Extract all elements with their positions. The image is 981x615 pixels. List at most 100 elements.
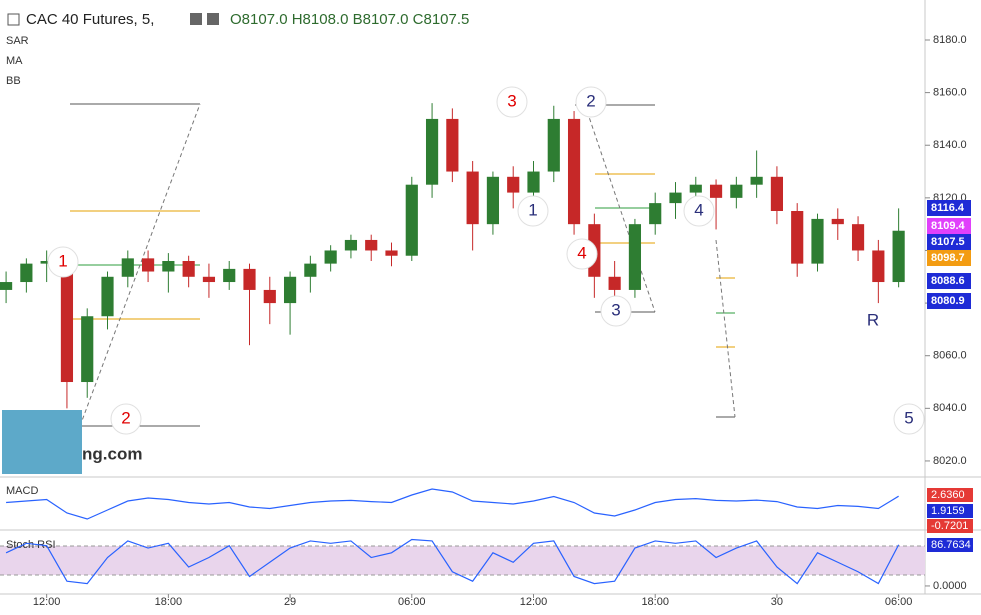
candle-body bbox=[527, 171, 540, 193]
candle-body bbox=[831, 218, 844, 225]
annotations bbox=[70, 103, 736, 427]
price-tag bbox=[927, 250, 971, 266]
wave-label: 3 bbox=[611, 300, 620, 319]
wave-label: 2 bbox=[121, 408, 130, 427]
candle-body bbox=[730, 184, 743, 198]
panel-label: MACD bbox=[6, 485, 38, 497]
candle-body bbox=[81, 316, 94, 383]
value-tag bbox=[927, 488, 973, 502]
value-tag-label: 86.7634 bbox=[931, 539, 971, 551]
candle-body bbox=[811, 218, 824, 264]
y-tick-label: 8140.0 bbox=[933, 139, 967, 151]
wave-label: 4 bbox=[577, 243, 586, 262]
y-tick-label: 8160.0 bbox=[933, 87, 967, 99]
wave-label: R bbox=[867, 310, 879, 329]
candle-body bbox=[466, 171, 479, 225]
candle-body bbox=[770, 176, 784, 212]
candle-body bbox=[608, 276, 621, 290]
value-tag-label: -0.7201 bbox=[931, 520, 968, 532]
stoch-band bbox=[0, 546, 925, 575]
candle-body bbox=[385, 250, 398, 256]
wave-circle bbox=[496, 86, 528, 118]
wave-label: 3 bbox=[507, 91, 516, 110]
y-tick-label: 0.0000 bbox=[933, 580, 967, 592]
price-tag bbox=[927, 218, 971, 234]
candle-body bbox=[750, 176, 763, 185]
price-tag-label: 8107.5 bbox=[931, 236, 965, 248]
candle-body bbox=[649, 203, 662, 225]
candle-body bbox=[344, 239, 358, 251]
candle-body bbox=[425, 118, 439, 185]
price-tag-label: 8088.6 bbox=[931, 275, 965, 287]
value-tag bbox=[927, 504, 973, 518]
price-tag-label: 8098.7 bbox=[931, 252, 965, 264]
x-tick-label: 06:00 bbox=[398, 596, 426, 608]
x-tick-label: 30 bbox=[771, 596, 783, 608]
x-tick-label: 12:00 bbox=[33, 596, 61, 608]
price-tag bbox=[927, 273, 971, 289]
wave-label: 1 bbox=[528, 200, 537, 219]
wave-label: 4 bbox=[694, 200, 703, 219]
wave-circle bbox=[566, 238, 598, 270]
collapse-icon[interactable] bbox=[7, 13, 20, 26]
candle-body bbox=[892, 230, 905, 283]
value-tag bbox=[927, 519, 973, 533]
candle-body bbox=[507, 176, 520, 193]
candle-body bbox=[791, 211, 804, 264]
x-tick-label: 12:00 bbox=[520, 596, 548, 608]
x-tick-label: 18:00 bbox=[155, 596, 183, 608]
candle-body bbox=[324, 250, 337, 264]
candle-body bbox=[628, 224, 642, 290]
candle-body bbox=[182, 260, 195, 277]
candle-body bbox=[304, 263, 317, 277]
value-tag bbox=[927, 538, 973, 552]
indicator-line bbox=[6, 488, 899, 520]
settings-icon[interactable] bbox=[190, 13, 202, 25]
ohlc: O8107.0 H8108.0 B8107.0 C8107.5 bbox=[230, 11, 469, 28]
candle-body bbox=[141, 258, 155, 272]
candle-body bbox=[446, 118, 459, 172]
candle-body bbox=[101, 276, 114, 317]
wave-circle bbox=[893, 403, 925, 435]
candle-body bbox=[162, 260, 175, 272]
x-tick-label: 06:00 bbox=[885, 596, 913, 608]
wave-circle bbox=[600, 295, 632, 327]
panel-label: Stoch RSI bbox=[6, 539, 56, 551]
wave-circle bbox=[110, 403, 142, 435]
candle-body bbox=[669, 192, 682, 204]
candle-body bbox=[202, 276, 216, 283]
candle-body bbox=[263, 289, 276, 304]
wave-circle bbox=[47, 246, 79, 278]
wave-label: 1 bbox=[58, 251, 67, 270]
price-tag-label: 8080.9 bbox=[931, 295, 965, 307]
logo bbox=[2, 410, 82, 474]
candle-body bbox=[60, 260, 74, 383]
price-tag-label: 8116.4 bbox=[931, 202, 965, 214]
candle-body bbox=[851, 224, 865, 251]
y-tick-label: 8180.0 bbox=[933, 34, 967, 46]
candle-body bbox=[405, 184, 418, 256]
candle-body bbox=[0, 282, 13, 290]
candle-body bbox=[283, 276, 297, 304]
candle-body bbox=[20, 263, 33, 283]
wave-label: 5 bbox=[904, 408, 913, 427]
indicator-label[interactable]: SAR bbox=[6, 35, 29, 47]
candle-body bbox=[872, 250, 885, 283]
wave-circle bbox=[683, 195, 715, 227]
candle-body bbox=[567, 118, 581, 225]
indicator-label[interactable]: BB bbox=[6, 75, 21, 87]
price-tag bbox=[927, 293, 971, 309]
y-tick-label: 8020.0 bbox=[933, 455, 967, 467]
wave-circle bbox=[575, 86, 607, 118]
settings-icon[interactable] bbox=[207, 13, 219, 25]
y-tick-label: 8060.0 bbox=[933, 350, 967, 362]
candle-body bbox=[223, 268, 236, 283]
indicator-label[interactable]: MA bbox=[6, 55, 23, 67]
watermark: ng.com bbox=[82, 444, 142, 463]
candle-body bbox=[40, 260, 53, 264]
y-tick-label: 8040.0 bbox=[933, 402, 967, 414]
price-tag bbox=[927, 234, 971, 250]
value-tag-label: 1.9159 bbox=[931, 505, 965, 517]
